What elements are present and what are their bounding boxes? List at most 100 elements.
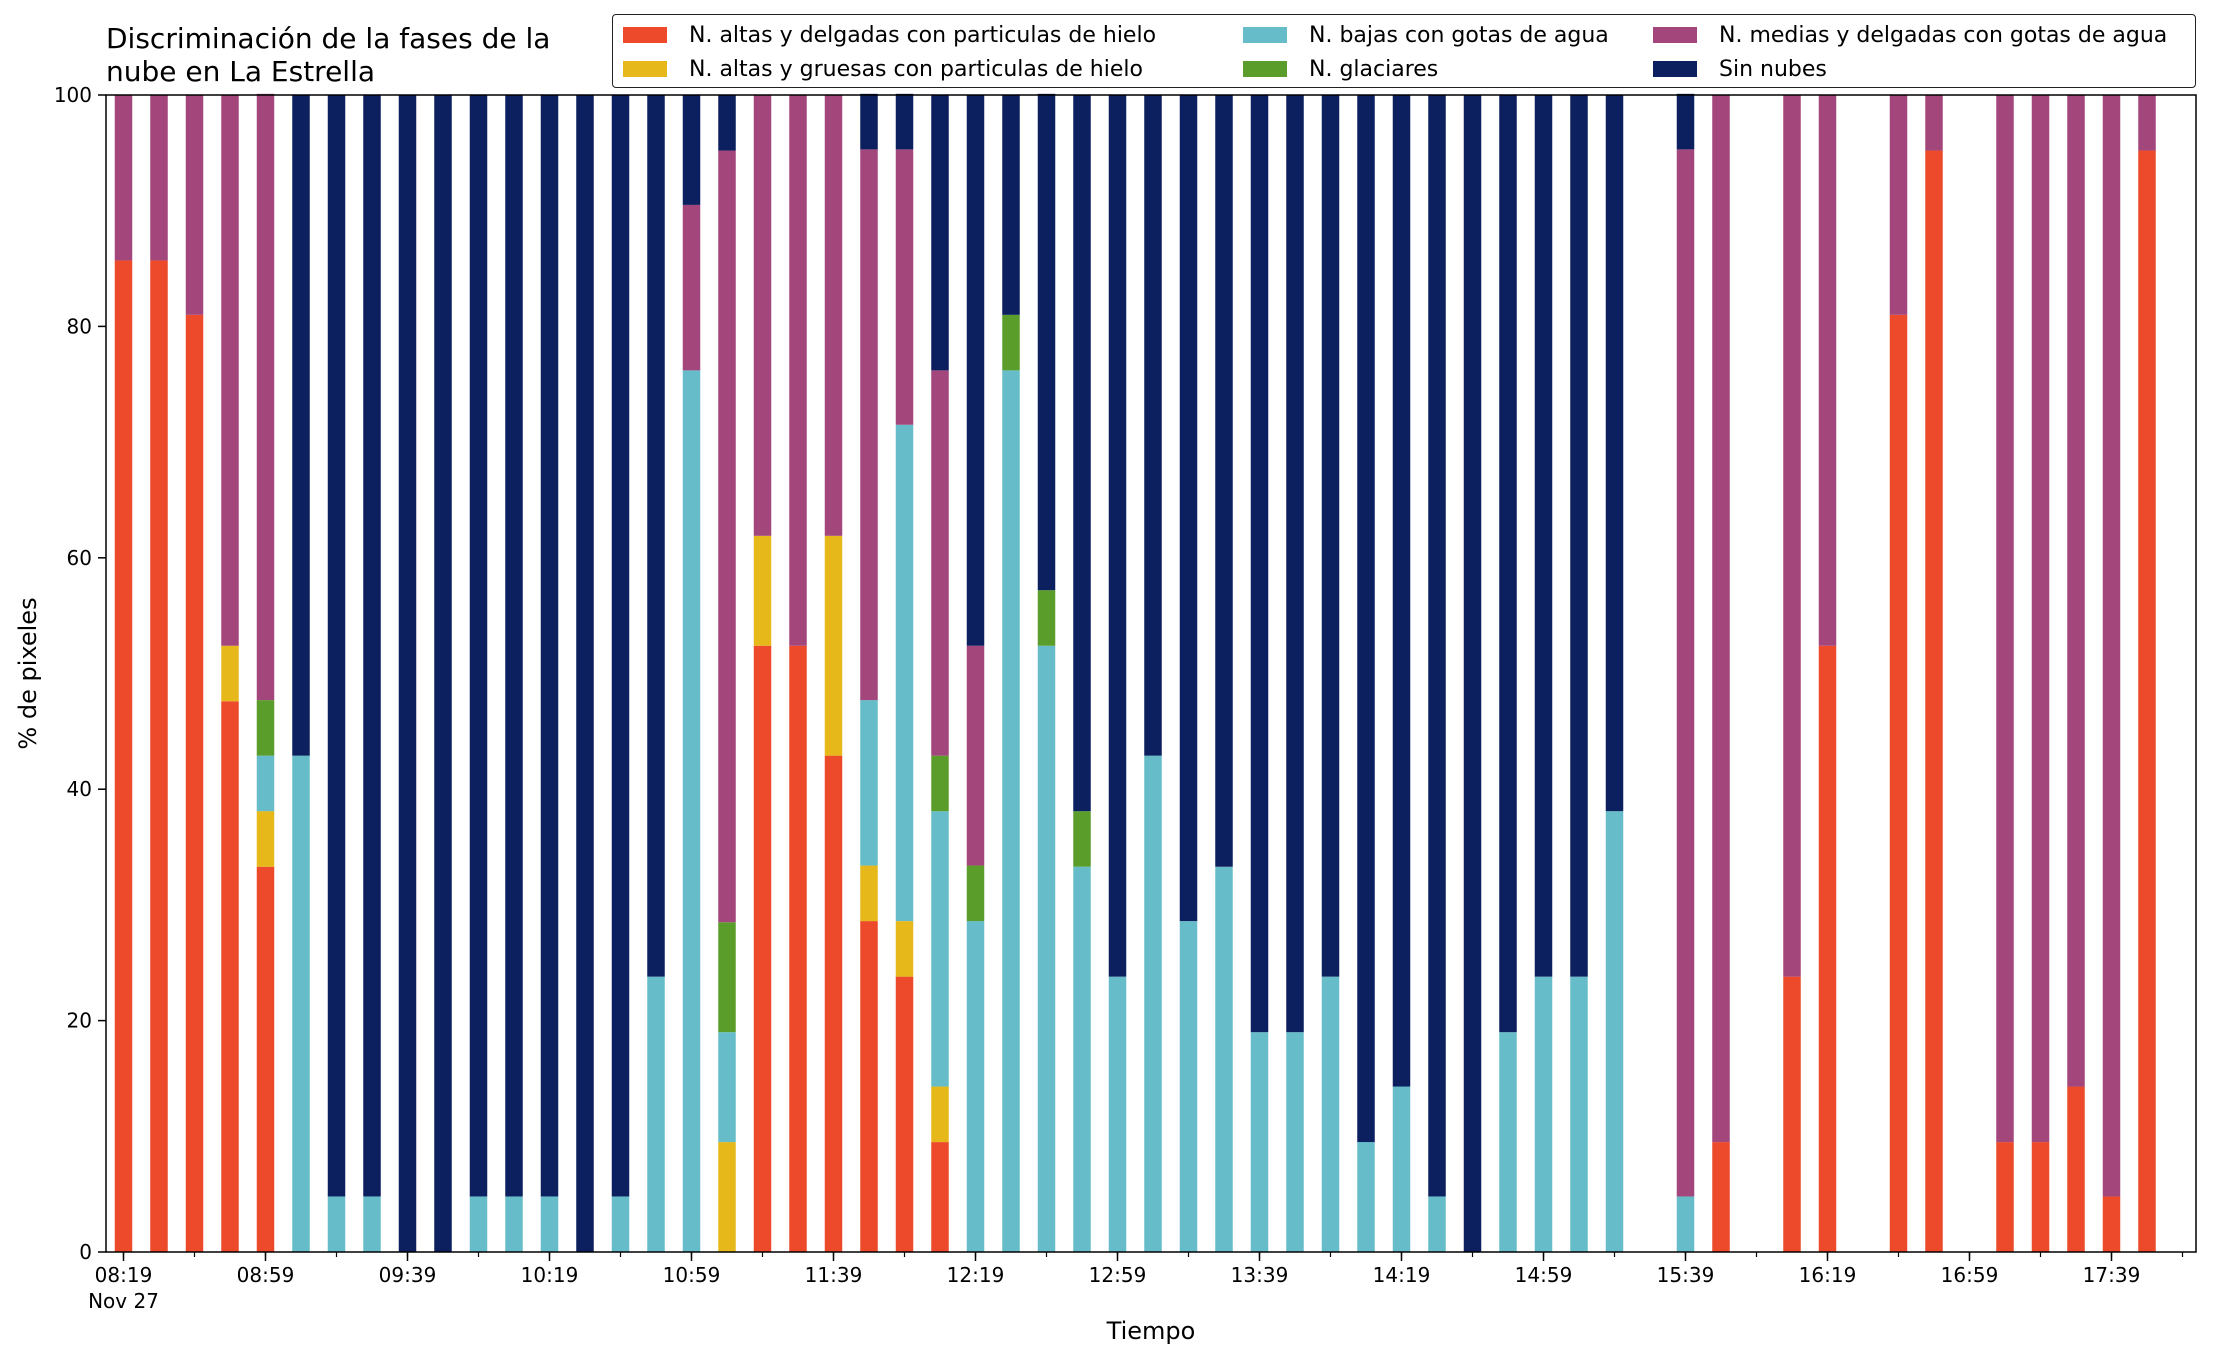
- bar-segment: [1215, 866, 1233, 1252]
- chart-title: Discriminación de la fases de la nube en…: [106, 22, 551, 88]
- bar-segment: [1783, 976, 1801, 1252]
- legend-swatch: [623, 61, 667, 77]
- bar-segment: [1286, 1032, 1304, 1252]
- x-tick-label: 12:59: [1089, 1263, 1147, 1287]
- bar-segment: [2031, 1142, 2050, 1252]
- bar-segment: [753, 645, 772, 1252]
- bar-segment: [221, 645, 239, 702]
- legend-item-medias: N. medias y delgadas con gotas de agua: [1653, 19, 2167, 51]
- bar-segment: [185, 95, 204, 315]
- bar-segment: [860, 865, 878, 922]
- bar-segment: [398, 95, 417, 1252]
- bar-segment: [1499, 1032, 1517, 1252]
- bar-segment: [1428, 1196, 1446, 1252]
- bar-segment: [185, 314, 204, 1253]
- bar-segment: [1676, 1196, 1695, 1252]
- bar-segment: [1818, 645, 1837, 1252]
- bar-segment: [1570, 95, 1588, 977]
- bar-segment: [292, 755, 310, 1252]
- bar-segment: [1073, 95, 1091, 812]
- bar-segment: [753, 535, 772, 646]
- bar-segment: [1357, 95, 1375, 1143]
- legend-label: N. medias y delgadas con gotas de agua: [1719, 22, 2168, 48]
- x-tick-label: 10:59: [663, 1263, 721, 1287]
- legend-label: N. altas y gruesas con particulas de hie…: [689, 56, 1143, 82]
- x-tick-label: 08:19: [95, 1263, 153, 1287]
- bar-segment: [2031, 95, 2050, 1143]
- bar-segment: [327, 95, 346, 1197]
- bar-segment: [505, 1196, 523, 1252]
- x-tick-label: 17:39: [2083, 1263, 2141, 1287]
- bar-segment: [718, 922, 736, 1033]
- legend-item-altas-delgadas: N. altas y delgadas con particulas de hi…: [623, 19, 1156, 51]
- bar-segment: [1534, 976, 1553, 1252]
- bar-segment: [256, 700, 275, 756]
- y-tick-label: 20: [67, 1009, 92, 1033]
- bar-segment: [824, 95, 843, 536]
- bar-segment: [860, 149, 878, 701]
- bar-segment: [895, 149, 914, 425]
- bar-segment: [2138, 95, 2156, 151]
- bar-segment: [540, 1196, 559, 1252]
- bar-segment: [292, 95, 310, 756]
- bar-segment: [718, 95, 736, 151]
- bar-segment: [1286, 95, 1304, 1033]
- legend-item-bajas: N. bajas con gotas de agua: [1243, 19, 1609, 51]
- bar-segment: [718, 1142, 736, 1252]
- bar-segment: [895, 976, 914, 1252]
- bar-segment: [1144, 755, 1162, 1252]
- bar-segment: [1073, 811, 1091, 867]
- bar-segment: [221, 701, 239, 1252]
- bar-segment: [327, 1196, 346, 1252]
- legend: N. altas y delgadas con particulas de hi…: [612, 14, 2196, 88]
- bar-segment: [1321, 976, 1340, 1252]
- bar-segment: [2067, 1086, 2085, 1252]
- bar-segment: [931, 811, 949, 1087]
- legend-label: N. altas y delgadas con particulas de hi…: [689, 22, 1157, 48]
- bar-segment: [1250, 95, 1269, 1033]
- bar-segment: [860, 93, 878, 150]
- bar-segment: [434, 95, 452, 1252]
- x-tick-label: 12:19: [947, 1263, 1005, 1287]
- bar-segment: [1321, 95, 1340, 977]
- bar-segment: [1605, 95, 1624, 812]
- bar-segment: [931, 755, 949, 812]
- bar-segment: [1499, 95, 1517, 1033]
- x-tick-label: 16:19: [1799, 1263, 1857, 1287]
- bar-segment: [611, 95, 630, 1197]
- bar-segment: [753, 95, 772, 536]
- plot-frame: [105, 94, 2197, 1253]
- y-axis-label: % de pixeles: [14, 597, 42, 749]
- bar-segment: [1392, 95, 1411, 1087]
- bar-segment: [363, 1196, 381, 1252]
- x-tick-label: 10:19: [521, 1263, 579, 1287]
- bar-segment: [895, 921, 914, 977]
- bar-segment: [1073, 866, 1091, 1252]
- bar-segment: [150, 95, 168, 261]
- bar-segment: [1108, 95, 1127, 977]
- y-tick-label: 80: [67, 314, 92, 338]
- bar-segment: [1534, 95, 1553, 977]
- bar-segment: [1925, 150, 1943, 1252]
- x-tick-sublabel: Nov 27: [88, 1289, 159, 1313]
- bar-segment: [789, 95, 807, 646]
- bar-segment: [966, 645, 985, 866]
- bar-segment: [2067, 95, 2085, 1087]
- x-tick-label: 15:39: [1657, 1263, 1715, 1287]
- x-tick-label: 13:39: [1231, 1263, 1289, 1287]
- bar-segment: [1357, 1142, 1375, 1252]
- bar-segment: [647, 976, 665, 1252]
- bar-segment: [931, 95, 949, 371]
- bar-segment: [966, 921, 985, 1252]
- x-tick-label: 14:19: [1373, 1263, 1431, 1287]
- bar-segment: [1037, 645, 1056, 1252]
- x-tick-label: 08:59: [237, 1263, 295, 1287]
- bar-segment: [1037, 93, 1056, 591]
- bar-segment: [824, 755, 843, 1252]
- bar-segment: [682, 370, 701, 1252]
- bar-segment: [1570, 976, 1588, 1252]
- bar-segment: [1712, 1142, 1730, 1252]
- bar-segment: [860, 700, 878, 866]
- legend-item-altas-gruesas: N. altas y gruesas con particulas de hie…: [623, 53, 1143, 85]
